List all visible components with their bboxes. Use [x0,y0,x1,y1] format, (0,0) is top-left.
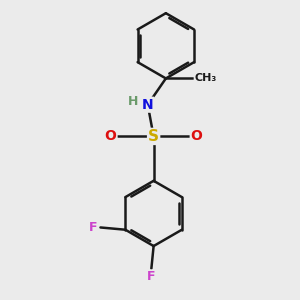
Text: N: N [142,98,154,112]
Text: F: F [89,221,98,234]
Text: O: O [105,129,116,143]
Text: CH₃: CH₃ [195,73,217,82]
Text: O: O [191,129,203,143]
Text: H: H [128,94,138,108]
Text: S: S [148,129,159,144]
Text: F: F [147,270,156,283]
